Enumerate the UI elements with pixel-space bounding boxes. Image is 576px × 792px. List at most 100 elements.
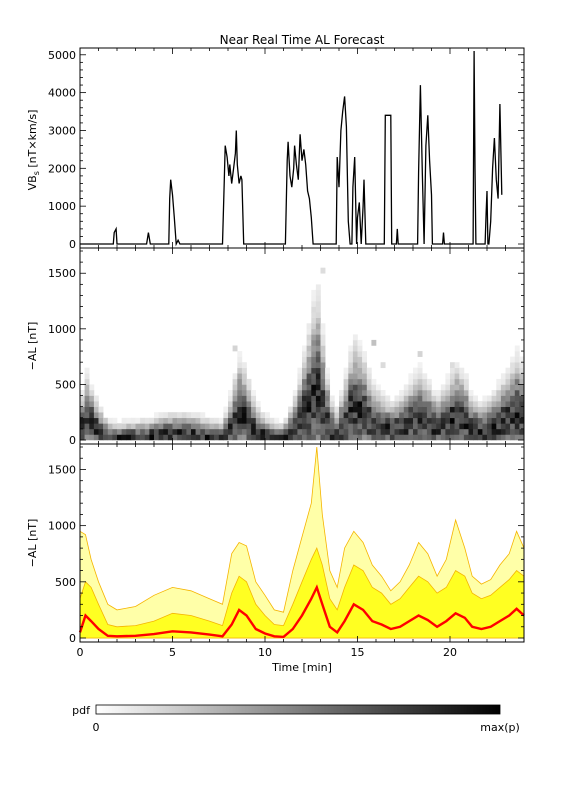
heatmap-cell xyxy=(311,428,317,435)
heatmap-cell xyxy=(172,428,178,435)
vbs-ylabel: VBs [nT×km/s] xyxy=(26,110,41,191)
heatmap-cell xyxy=(417,406,423,413)
heatmap-cell xyxy=(417,362,423,369)
heatmap-cell xyxy=(103,434,109,441)
heatmap-cell xyxy=(413,390,418,396)
heatmap-cell xyxy=(408,434,414,441)
heatmap-cell xyxy=(352,384,358,391)
heatmap-cell xyxy=(366,373,372,380)
heatmap-cell xyxy=(306,367,312,374)
heatmap-cell xyxy=(172,434,178,441)
heatmap-cell xyxy=(232,401,238,407)
heatmap-cell xyxy=(228,390,233,396)
heatmap-cell xyxy=(426,378,432,385)
heatmap-cell xyxy=(232,434,238,441)
heatmap-cell xyxy=(496,401,502,407)
heatmap-cell xyxy=(422,412,428,419)
heatmap-cell xyxy=(288,434,294,441)
heatmap-cell xyxy=(482,434,488,441)
heatmap-cell xyxy=(491,395,497,402)
colorbar: pdf 0 max(p) xyxy=(72,704,520,734)
heatmap-cell xyxy=(80,434,85,441)
heatmap-cell xyxy=(315,351,321,357)
heatmap-cell xyxy=(408,373,414,380)
heatmap-cell xyxy=(339,434,344,441)
heatmap-cell xyxy=(431,417,437,424)
heatmap-cell xyxy=(320,339,326,346)
heatmap-cell xyxy=(477,412,483,419)
heatmap-cell xyxy=(454,406,460,413)
heatmap-cell xyxy=(186,423,192,430)
heatmap-cell xyxy=(422,406,428,413)
heatmap-cell xyxy=(422,378,428,385)
heatmap-cell xyxy=(376,401,381,407)
heatmap-cell xyxy=(454,367,460,374)
heatmap-cell xyxy=(311,417,317,424)
heatmap-cell xyxy=(306,384,312,391)
heatmap-cell xyxy=(403,428,409,435)
heatmap-cell xyxy=(200,428,206,435)
inner-band-area xyxy=(79,547,525,639)
heatmap-cell xyxy=(445,406,451,413)
heatmap-cell xyxy=(450,434,455,441)
heatmap-cell xyxy=(403,401,409,407)
heatmap-cell xyxy=(315,434,321,441)
heatmap-cell xyxy=(297,428,303,435)
heatmap-cell xyxy=(417,367,423,374)
heatmap-cell xyxy=(348,390,354,396)
heatmap-cell xyxy=(306,362,312,369)
heatmap-cell xyxy=(408,401,414,407)
heatmap-cell xyxy=(311,289,317,296)
heatmap-cell xyxy=(450,395,455,402)
heatmap-cell xyxy=(89,401,95,407)
heatmap-cell xyxy=(450,367,455,374)
heatmap-cell xyxy=(371,339,377,346)
heatmap-cell xyxy=(292,428,298,435)
heatmap-cell xyxy=(468,390,474,396)
heatmap-cell xyxy=(431,412,437,419)
heatmap-cell xyxy=(514,362,520,369)
heatmap-cell xyxy=(218,423,224,430)
heatmap-cell xyxy=(352,428,358,435)
heatmap-cell xyxy=(232,395,238,402)
heatmap-cell xyxy=(339,428,344,435)
heatmap-cell xyxy=(297,378,303,385)
heatmap-cell xyxy=(218,417,224,424)
heatmap-cell xyxy=(343,390,349,396)
heatmap-cell xyxy=(311,312,317,318)
heatmap-cell xyxy=(500,390,506,396)
heatmap-cell xyxy=(394,423,400,430)
heatmap-cell xyxy=(325,367,331,374)
heatmap-cell xyxy=(343,428,349,435)
heatmap-cell xyxy=(459,390,465,396)
heatmap-cell xyxy=(191,428,196,435)
heatmap-cell xyxy=(514,401,520,407)
heatmap-cell xyxy=(519,384,525,391)
heatmap-cell xyxy=(135,428,141,435)
heatmap-cell xyxy=(463,412,469,419)
heatmap-cell xyxy=(436,401,442,407)
heatmap-cell xyxy=(320,345,326,352)
heatmap-cell xyxy=(288,412,294,419)
heatmap-cell xyxy=(241,417,247,424)
heatmap-cell xyxy=(251,412,257,419)
heatmap-cell xyxy=(362,384,368,391)
heatmap-cell xyxy=(302,345,307,352)
heatmap-cell xyxy=(459,384,465,391)
heatmap-cell xyxy=(315,395,321,402)
heatmap-cell xyxy=(473,395,479,402)
heatmap-cell xyxy=(311,351,317,357)
heatmap-cell xyxy=(362,395,368,402)
heatmap-cell xyxy=(241,367,247,374)
heatmap-cell xyxy=(362,378,368,385)
heatmap-cell xyxy=(459,417,465,424)
heatmap-cell xyxy=(362,417,368,424)
heatmap-cell xyxy=(292,401,298,407)
heatmap-cell xyxy=(362,351,368,357)
vbs-plot-frame xyxy=(79,47,525,249)
heatmap-cell xyxy=(177,412,183,419)
heatmap-cell xyxy=(422,373,428,380)
heatmap-cell xyxy=(454,395,460,402)
heatmap-cell xyxy=(311,423,317,430)
heatmap-cell xyxy=(519,434,525,441)
